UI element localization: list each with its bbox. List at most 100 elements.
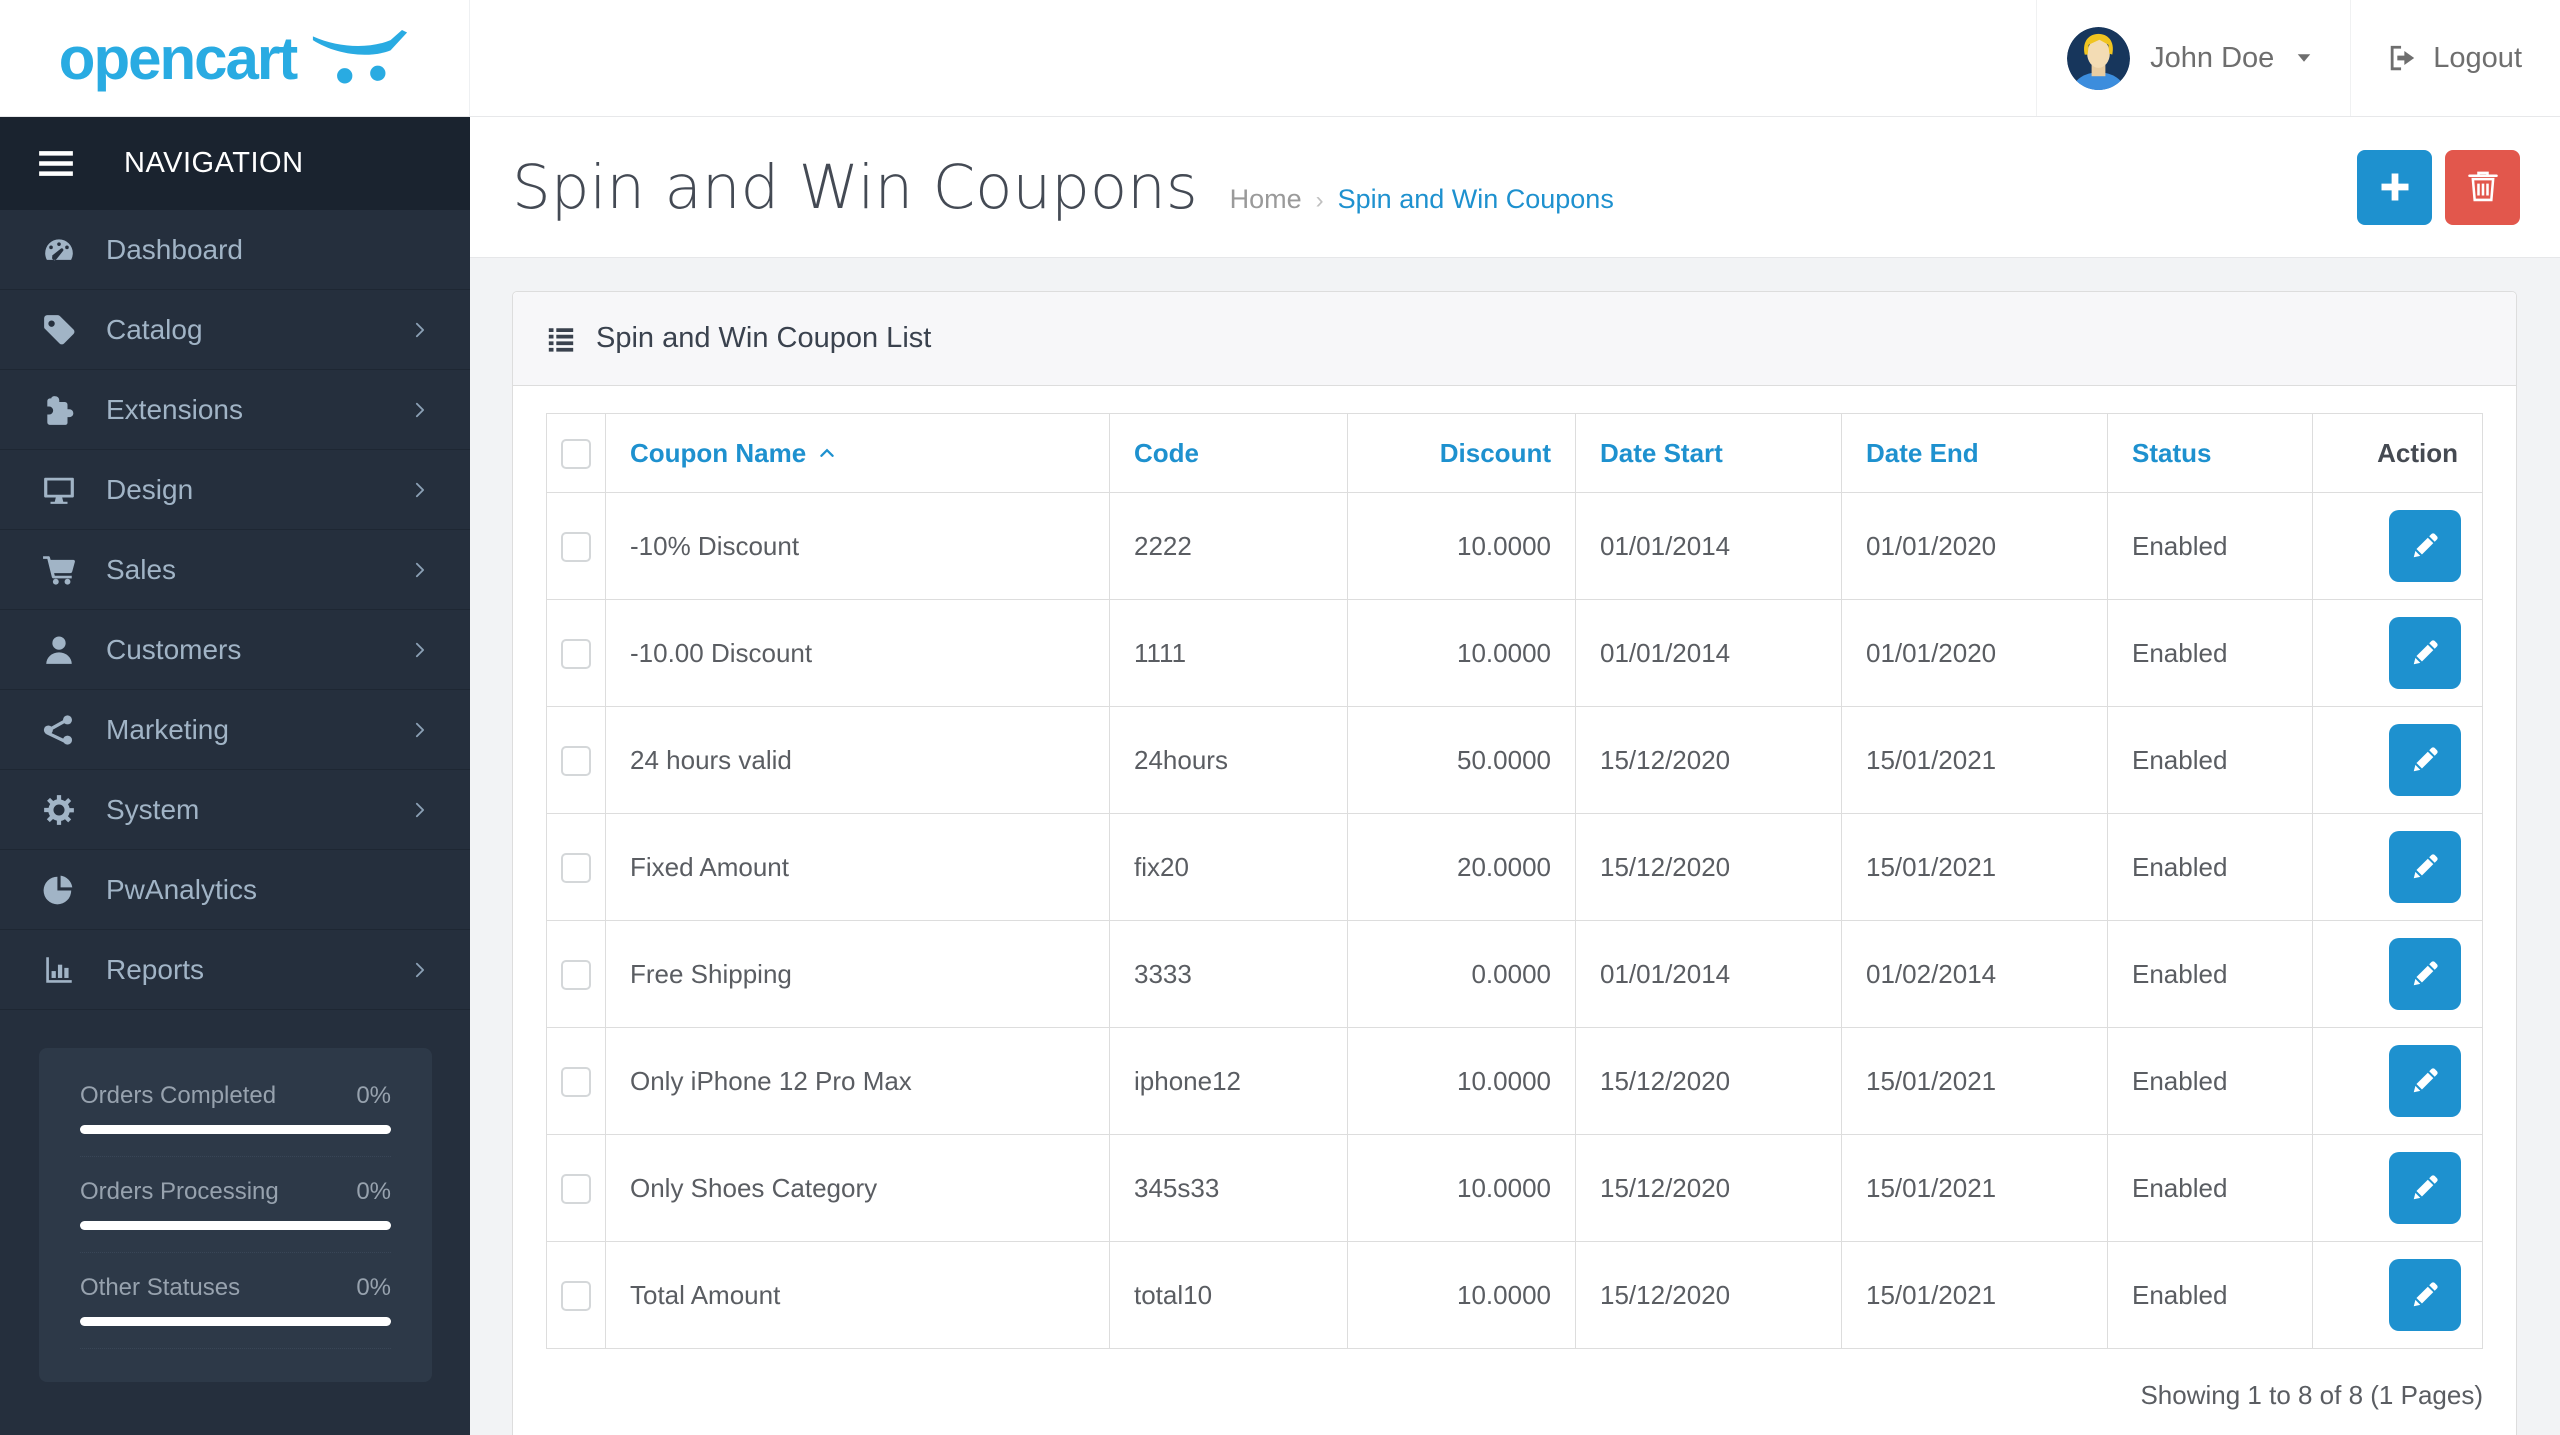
- chevron-right-icon: [410, 640, 430, 660]
- navigation-header: NAVIGATION: [0, 117, 470, 210]
- sort-discount-link[interactable]: Discount: [1439, 437, 1551, 468]
- code-cell: iphone12: [1109, 1027, 1348, 1135]
- edit-button[interactable]: [2389, 724, 2461, 796]
- table-row: -10.00 Discount 1111 10.0000 01/01/2014 …: [546, 599, 2483, 707]
- date-end-cell: 15/01/2021: [1841, 813, 2108, 921]
- tags-icon: [40, 313, 78, 347]
- code-cell: total10: [1109, 1241, 1348, 1349]
- row-checkbox-cell: [546, 492, 606, 600]
- orders-progress-panel: Orders Completed 0% Orders Processing 0%: [39, 1048, 432, 1382]
- add-coupon-button[interactable]: [2357, 149, 2432, 225]
- breadcrumb-current[interactable]: Spin and Win Coupons: [1337, 183, 1614, 214]
- discount-cell: 10.0000: [1347, 1134, 1576, 1242]
- row-checkbox-cell: [546, 920, 606, 1028]
- pagination-status: Showing 1 to 8 of 8 (1 Pages): [2140, 1380, 2483, 1410]
- edit-button[interactable]: [2389, 831, 2461, 903]
- sort-code-link[interactable]: Code: [1134, 437, 1199, 468]
- table-row: Total Amount total10 10.0000 15/12/2020 …: [546, 1241, 2483, 1349]
- code-cell: fix20: [1109, 813, 1348, 921]
- dashboard-icon: [40, 233, 78, 267]
- row-checkbox[interactable]: [561, 1067, 591, 1098]
- sidebar-item-label: Design: [106, 473, 194, 505]
- logout-icon: [2387, 43, 2417, 73]
- edit-button[interactable]: [2389, 1045, 2461, 1117]
- action-cell: [2312, 813, 2483, 921]
- page-title: Spin and Win Coupons: [512, 151, 1198, 223]
- sidebar-item-label: Dashboard: [106, 233, 243, 265]
- sidebar-item[interactable]: PwAnalytics: [0, 850, 470, 930]
- row-checkbox[interactable]: [561, 960, 591, 991]
- sidebar-item[interactable]: Catalog: [0, 290, 470, 370]
- action-cell: [2312, 1134, 2483, 1242]
- sidebar-item[interactable]: Customers: [0, 610, 470, 690]
- panel-heading: Spin and Win Coupon List: [513, 292, 2516, 386]
- sort-status-link[interactable]: Status: [2132, 437, 2212, 468]
- main-area: Spin and Win Coupons Home › Spin and Win…: [470, 117, 2560, 1435]
- row-checkbox-cell: [546, 706, 606, 814]
- sidebar-item-label: PwAnalytics: [106, 873, 257, 905]
- action-cell: [2312, 1241, 2483, 1349]
- row-checkbox-cell: [546, 1134, 606, 1242]
- row-checkbox[interactable]: [561, 639, 591, 670]
- opencart-logo[interactable]: opencart: [0, 0, 470, 116]
- pencil-icon: [2410, 1173, 2440, 1203]
- pie-icon: [40, 873, 78, 907]
- sidebar-item[interactable]: Extensions: [0, 370, 470, 450]
- puzzle-icon: [40, 393, 78, 427]
- row-checkbox[interactable]: [561, 746, 591, 777]
- coupon-name-cell: Fixed Amount: [605, 813, 1110, 921]
- sidebar-item[interactable]: Reports: [0, 930, 470, 1010]
- sort-date-start-link[interactable]: Date Start: [1600, 437, 1723, 468]
- row-checkbox[interactable]: [561, 1174, 591, 1205]
- edit-button[interactable]: [2389, 1152, 2461, 1224]
- hamburger-icon[interactable]: [38, 150, 74, 177]
- status-cell: Enabled: [2107, 1241, 2313, 1349]
- chevron-right-icon: [410, 400, 430, 420]
- list-icon: [546, 324, 576, 354]
- edit-button[interactable]: [2389, 938, 2461, 1010]
- breadcrumb-home[interactable]: Home: [1229, 183, 1302, 214]
- sidebar-item[interactable]: Marketing: [0, 690, 470, 770]
- date-end-cell: 15/01/2021: [1841, 706, 2108, 814]
- opencart-cart-icon: [310, 30, 410, 86]
- logout-button[interactable]: Logout: [2350, 0, 2560, 116]
- pencil-icon: [2410, 1280, 2440, 1310]
- row-checkbox[interactable]: [561, 1281, 591, 1312]
- edit-button[interactable]: [2389, 510, 2461, 582]
- action-cell: [2312, 706, 2483, 814]
- header-code: Code: [1109, 413, 1348, 493]
- sidebar-item[interactable]: System: [0, 770, 470, 850]
- sidebar-item[interactable]: Sales: [0, 530, 470, 610]
- edit-button[interactable]: [2389, 617, 2461, 689]
- coupon-name-cell: 24 hours valid: [605, 706, 1110, 814]
- date-start-cell: 01/01/2014: [1575, 599, 1842, 707]
- action-cell: [2312, 492, 2483, 600]
- header-date-end: Date End: [1841, 413, 2108, 493]
- row-checkbox[interactable]: [561, 532, 591, 563]
- discount-cell: 10.0000: [1347, 1027, 1576, 1135]
- coupon-name-cell: Total Amount: [605, 1241, 1110, 1349]
- row-checkbox-cell: [546, 1027, 606, 1135]
- user-menu[interactable]: John Doe: [2036, 0, 2350, 116]
- pencil-icon: [2410, 531, 2440, 561]
- select-all-checkbox[interactable]: [561, 439, 591, 470]
- pencil-icon: [2410, 852, 2440, 882]
- header-date-start: Date Start: [1575, 413, 1842, 493]
- delete-coupon-button[interactable]: [2445, 149, 2520, 225]
- header-coupon-name: Coupon Name: [605, 413, 1110, 493]
- date-end-cell: 01/01/2020: [1841, 492, 2108, 600]
- sort-date-end-link[interactable]: Date End: [1866, 437, 1979, 468]
- cart-icon: [40, 553, 78, 587]
- action-cell: [2312, 1027, 2483, 1135]
- date-end-cell: 01/01/2020: [1841, 599, 2108, 707]
- edit-button[interactable]: [2389, 1259, 2461, 1331]
- sort-coupon-name-link[interactable]: Coupon Name: [630, 438, 836, 469]
- sidebar-item[interactable]: Dashboard: [0, 210, 470, 290]
- coupon-name-cell: Only iPhone 12 Pro Max: [605, 1027, 1110, 1135]
- action-cell: [2312, 599, 2483, 707]
- user-name: John Doe: [2150, 41, 2275, 74]
- logout-label: Logout: [2433, 41, 2522, 74]
- sidebar-item[interactable]: Design: [0, 450, 470, 530]
- chevron-up-icon: [818, 444, 836, 462]
- row-checkbox[interactable]: [561, 853, 591, 884]
